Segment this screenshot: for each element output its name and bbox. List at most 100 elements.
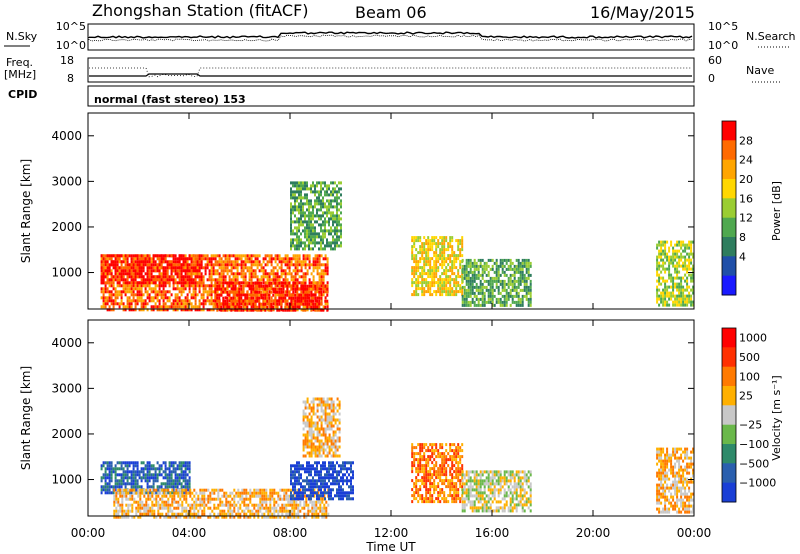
heatmap-cell [118,269,121,273]
heatmap-cell [296,199,298,203]
heatmap-cell [200,254,203,258]
heatmap-cell [241,497,244,501]
heatmap-cell [487,282,490,286]
heatmap-cell [198,269,201,273]
heatmap-cell [463,294,466,298]
heatmap-cell [175,500,178,504]
heatmap-cell [451,239,454,243]
heatmap-cell [282,257,285,261]
heatmap-cell [126,263,129,267]
heatmap-cell [682,255,685,259]
heatmap-cell [314,299,317,303]
heatmap-cell [256,287,259,291]
heatmap-cell [304,308,307,312]
heatmap-cell [300,266,303,270]
heatmap-cell [122,284,125,288]
heatmap-cell [127,491,130,495]
heatmap-cell [268,254,271,258]
nsky-label: N.Sky [6,30,38,43]
heatmap-cell [196,305,199,309]
heatmap-cell [218,260,221,264]
heatmap-cell [176,302,179,306]
heatmap-cell [292,269,295,273]
heatmap-cell [214,293,217,297]
heatmap-cell [336,184,338,188]
heatmap-cell [189,515,192,519]
heatmap-cell [465,264,468,268]
heatmap-cell [116,293,119,297]
heatmap-cell [527,273,530,277]
heatmap-cell [218,299,221,303]
heatmap-cell [122,260,125,264]
heatmap-cell [243,491,246,495]
heatmap-cell [160,281,163,285]
heatmap-cell [248,287,251,291]
heatmap-cell [153,497,156,501]
heatmap-cell [150,281,153,285]
heatmap-cell [264,308,267,312]
heatmap-cell [306,208,308,212]
heatmap-cell [521,264,524,268]
heatmap-cell [672,303,675,307]
heatmap-cell [471,300,474,304]
heatmap-cell [529,282,532,286]
heatmap-cell [190,296,193,300]
heatmap-cell [244,302,247,306]
heatmap-cell [126,467,129,471]
heatmap-cell [210,269,213,273]
heatmap-cell [125,515,128,519]
heatmap-cell [328,205,330,209]
heatmap-cell [114,263,117,267]
heatmap-cell [433,269,436,273]
heatmap-cell [266,290,269,294]
heatmap-cell [521,294,524,298]
heatmap-cell [106,275,109,279]
heatmap-cell [122,308,125,312]
heatmap-cell [234,263,237,267]
heatmap-cell [265,488,268,492]
heatmap-cell [176,299,179,303]
heatmap-cell [280,266,283,270]
heatmap-cell [271,506,274,510]
heatmap-cell [120,296,123,300]
heatmap-cell [276,302,279,306]
heatmap-cell [133,488,136,492]
heatmap-cell [150,275,153,279]
heatmap-cell [146,482,149,486]
heatmap-cell [300,287,303,291]
heatmap-cell [284,293,287,297]
heatmap-cell [147,491,150,495]
heatmap-cell [184,287,187,291]
heatmap-cell [152,275,155,279]
heatmap-cell [212,269,215,273]
heatmap-cell [280,260,283,264]
heatmap-cell [102,263,105,267]
heatmap-cell [118,284,121,288]
heatmap-cell [236,290,239,294]
heatmap-cell [271,515,274,519]
heatmap-cell [196,281,199,285]
heatmap-cell [206,257,209,261]
heatmap-cell [425,239,428,243]
heatmap-cell [102,275,105,279]
heatmap-cell [316,214,318,218]
heatmap-cell [166,272,169,276]
heatmap-cell [662,240,665,244]
heatmap-cell [143,494,146,498]
heatmap-cell [133,491,136,495]
heatmap-cell [200,272,203,276]
heatmap-cell [146,467,149,471]
heatmap-cell [128,299,131,303]
heatmap-cell [258,263,261,267]
heatmap-cell [120,260,123,264]
heatmap-cell [284,269,287,273]
heatmap-cell [267,512,270,516]
heatmap-cell [467,276,470,280]
heatmap-cell [191,515,194,519]
heatmap-cell [270,299,273,303]
heatmap-cell [124,260,127,264]
heatmap-cell [284,302,287,306]
heatmap-cell [477,270,480,274]
heatmap-cell [290,205,292,209]
heatmap-cell [122,473,125,477]
